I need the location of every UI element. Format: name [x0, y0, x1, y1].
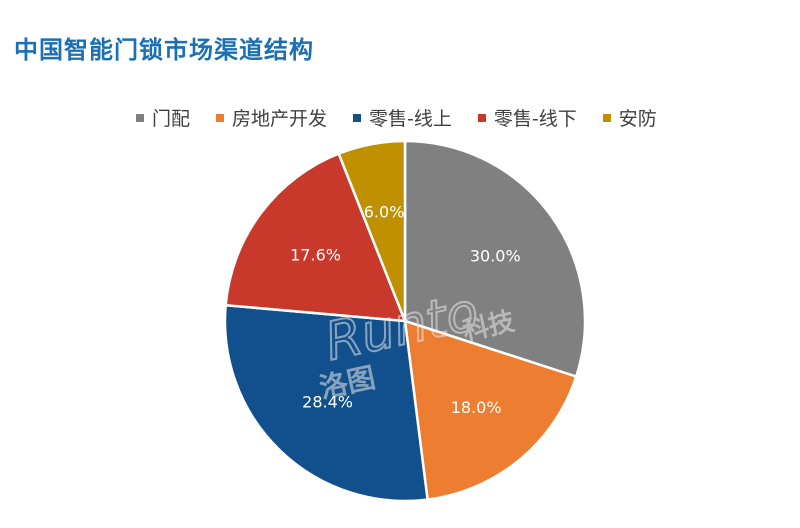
slice-retail-online: [223, 303, 429, 503]
data-label: 28.4%: [302, 392, 353, 411]
pie-slices: [223, 139, 587, 503]
legend-swatch: [136, 113, 144, 122]
slice-security: [337, 139, 407, 322]
slice-retail-offline: [224, 152, 407, 323]
data-label: 17.6%: [290, 245, 341, 264]
data-label: 30.0%: [470, 246, 521, 265]
data-label: 18.0%: [451, 398, 502, 417]
pie-labels: 30.0% 18.0% 28.4% 17.6% 6.0%: [290, 202, 521, 417]
data-label: 6.0%: [364, 202, 405, 221]
legend-swatch: [353, 113, 362, 122]
legend-label: 零售-线上: [369, 108, 452, 130]
legend-swatch: [216, 113, 225, 122]
legend-label: 房地产开发: [232, 108, 328, 130]
legend-swatch: [602, 113, 611, 122]
slice-menpei: [403, 139, 587, 379]
legend-label: 门配: [152, 108, 191, 130]
chart-title: 中国智能门锁市场渠道结构: [14, 36, 314, 64]
legend-item-retail-online: 零售-线上: [353, 104, 452, 131]
legend-swatch: [477, 113, 486, 122]
legend-label: 安防: [618, 108, 657, 130]
legend-item-real-estate: 房地产开发: [216, 104, 327, 131]
chart-legend: 门配 房地产开发 零售-线上 零售-线下 安防: [136, 104, 683, 131]
legend-label: 零售-线下: [493, 108, 577, 130]
legend-item-menpei: 门配: [136, 104, 190, 131]
legend-item-retail-offline: 零售-线下: [477, 104, 577, 131]
slice-real-estate: [403, 319, 578, 501]
legend-item-security: 安防: [602, 104, 657, 131]
